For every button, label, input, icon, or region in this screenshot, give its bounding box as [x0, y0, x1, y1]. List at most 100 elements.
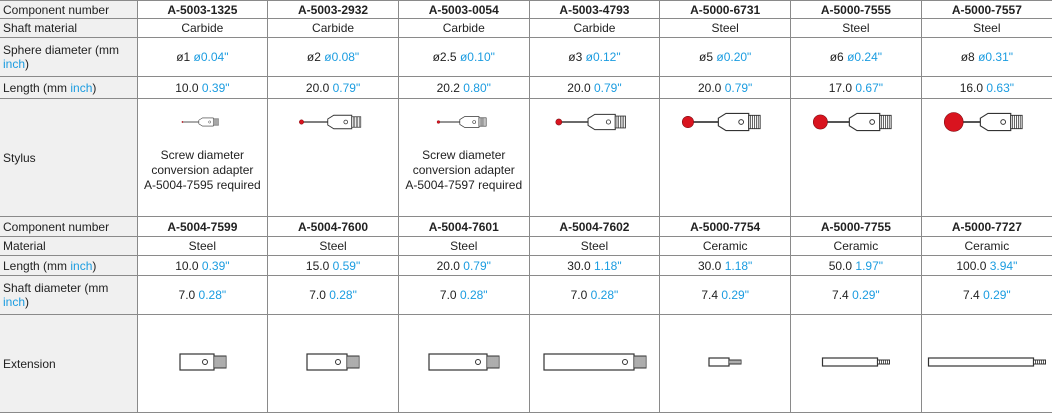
stylus-sphere [682, 116, 695, 128]
stylus-group [299, 114, 362, 130]
stylus-image [812, 112, 892, 132]
cell-text: 20.0 [305, 80, 330, 95]
cell-text: ø2 [306, 50, 321, 64]
unit-text: 0.39" [201, 80, 230, 95]
component-code: A-5000-7555 [790, 0, 922, 19]
cell-text: 50.0 [828, 258, 853, 273]
close-text: ) [25, 57, 30, 71]
unit-text: 0.59" [332, 258, 361, 273]
cell-text: ø5 [699, 50, 714, 64]
spec-cell [267, 98, 399, 217]
cell-text: 7.0 [570, 288, 588, 302]
note-line: conversion adapter [151, 163, 254, 177]
cell-text: 7.0 [439, 288, 457, 302]
row-label: Material [0, 236, 138, 256]
extension-hole [335, 359, 342, 365]
spec-cell: Steel [397, 236, 530, 256]
note-line: conversion adapter [412, 163, 515, 177]
note-line: Screw diameter [422, 148, 506, 162]
stylus-image [943, 112, 1023, 132]
spec-row: Shaft diameter (mm inch) 7.0 0.28" 7.0 0.2… [0, 275, 1052, 315]
spec-cell: ø3 ø0.12" [528, 37, 661, 77]
cell-text: Steel [711, 21, 739, 35]
spec-cell [659, 98, 792, 217]
cell-text: 7.4 [963, 288, 980, 302]
cell-text: Shaft material [3, 21, 78, 35]
extension-body [178, 353, 215, 371]
spec-row: Sphere diameter (mm inch) ø1 ø0.04" ø2 ø0.… [0, 37, 1052, 77]
extension-hole [201, 359, 208, 365]
cell-text: Stylus [3, 150, 36, 165]
spec-cell: 16.0 0.63" [920, 76, 1052, 99]
spec-cell [920, 314, 1052, 413]
stylus-group [812, 112, 892, 132]
cell-text: ø1 [176, 50, 191, 64]
row-label: Sphere diameter (mm inch) [0, 37, 138, 77]
unit-text: 0.79" [332, 80, 361, 95]
stylus-sphere [436, 120, 440, 124]
row-label: Length (mm inch) [0, 76, 138, 99]
spec-cell [790, 98, 922, 217]
extension-image [708, 357, 742, 367]
cell-text: Carbide [442, 21, 485, 35]
extension-image [821, 357, 891, 367]
spec-cell: 20.0 0.79" [397, 255, 530, 276]
stylus-body [848, 112, 881, 132]
cell-text: 10.0 [175, 80, 199, 95]
unit-text: 0.28" [198, 288, 227, 302]
spec-cell: 20.0 0.79" [528, 76, 661, 99]
cell-text: Carbide [573, 21, 616, 35]
cell-text: Ceramic [702, 239, 748, 253]
stylus-image [436, 116, 487, 128]
spec-cell: Screw diameter conversion adapter A-5004-7… [397, 98, 530, 217]
spec-cell: Ceramic [920, 236, 1052, 256]
cell-text: Steel [319, 239, 347, 253]
cell-text: Ceramic [964, 239, 1010, 253]
spec-cell: ø2 ø0.08" [267, 37, 399, 77]
spec-cell: Steel [136, 236, 269, 256]
spec-cell: 20.0 0.79" [659, 76, 792, 99]
cell-text: ø3 [568, 50, 583, 64]
unit-text: 0.80" [463, 80, 491, 95]
cell-text: ø8 [960, 50, 975, 64]
stylus-image [555, 113, 627, 131]
component-code: A-5000-7754 [659, 216, 792, 237]
cell-text: Shaft diameter (mm [3, 281, 109, 295]
stylus-group [682, 112, 761, 132]
stylus-hole [1000, 119, 1006, 125]
spec-cell [267, 314, 399, 413]
cell-text: 20.0 [698, 80, 722, 95]
row-label: Length (mm inch) [0, 255, 138, 276]
close-text: ) [25, 295, 30, 309]
component-code: A-5004-7601 [397, 216, 530, 237]
stylus-sphere [812, 114, 828, 130]
spec-cell: Steel [528, 236, 661, 256]
extension-body [543, 353, 635, 371]
close-text: ) [92, 258, 97, 273]
stylus-body [979, 112, 1012, 132]
cell-text: Steel [580, 239, 609, 253]
stylus-image [682, 112, 761, 132]
component-code: A-5000-7727 [920, 216, 1052, 237]
cell-text: Ceramic [833, 239, 879, 253]
cell-text: 7.4 [701, 288, 719, 302]
row-label: Shaft material [0, 18, 138, 38]
spec-cell: Screw diameter conversion adapter A-5004-7… [136, 98, 269, 217]
cell-text: 100.0 [956, 258, 987, 273]
stylus-body [198, 117, 214, 127]
cell-text: 30.0 [698, 258, 722, 273]
spec-row: Material Steel Steel Steel Steel Ceramic Ceram… [0, 236, 1052, 256]
spec-cell: Carbide [136, 18, 269, 38]
cell-text: 7.0 [309, 288, 326, 302]
stylus-sphere [299, 119, 305, 125]
spec-cell: 10.0 0.39" [136, 255, 269, 276]
spec-cell: Steel [659, 18, 792, 38]
spec-cell: Steel [267, 236, 399, 256]
stylus-image [181, 117, 220, 127]
spec-cell: 7.4 0.29" [920, 275, 1052, 315]
unit-text: ø0.24" [847, 50, 883, 64]
unit-text: 0.29" [721, 288, 749, 302]
